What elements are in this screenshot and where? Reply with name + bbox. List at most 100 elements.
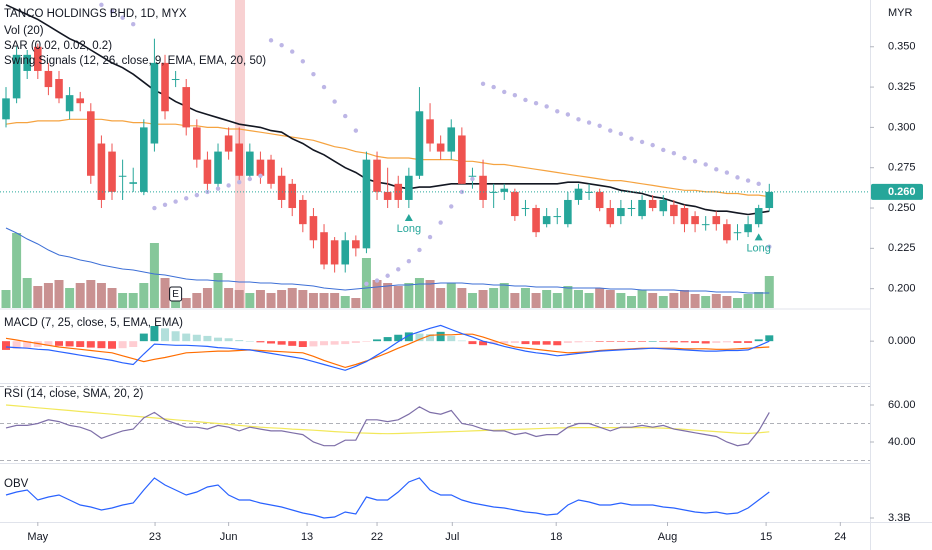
sar-dot	[374, 278, 380, 283]
candle-body	[617, 208, 625, 217]
macd-histogram-bar	[669, 341, 678, 343]
candle-body	[733, 232, 742, 234]
volume-bar	[224, 288, 234, 308]
y-tick-label: 0.350	[888, 41, 916, 53]
volume-bar	[319, 293, 329, 308]
macd-histogram-bar	[245, 341, 254, 342]
volume-bar	[393, 286, 403, 308]
sar-dot	[226, 183, 231, 188]
volume-bar	[202, 288, 212, 308]
macd-histogram-bar	[521, 341, 530, 345]
macd-histogram-bar	[298, 341, 307, 347]
volume-bar	[181, 298, 191, 308]
candle-body	[320, 232, 328, 265]
macd-histogram-bar	[680, 341, 689, 343]
y-tick-label: 0.200	[888, 283, 916, 295]
volume-bar	[277, 290, 287, 308]
candle-body	[436, 143, 445, 152]
sar-dot	[470, 176, 475, 182]
candle-body	[627, 208, 636, 210]
macd-histogram-bar	[2, 341, 11, 350]
macd-histogram-bar	[192, 334, 201, 342]
volume-bar	[637, 290, 647, 308]
sar-dot	[279, 42, 284, 48]
macd-histogram-bar	[457, 340, 466, 342]
volume-bar	[383, 283, 393, 308]
candle-body	[87, 111, 95, 176]
macd-histogram-bar	[574, 341, 583, 343]
volume-bar	[542, 290, 552, 308]
volume-bar	[160, 278, 170, 308]
candle-body	[479, 175, 487, 200]
macd-histogram-bar	[55, 341, 64, 346]
candle-body	[108, 151, 116, 192]
volume-bar	[669, 293, 679, 308]
y-tick-label: 0.225	[888, 242, 916, 254]
candle-body	[394, 183, 403, 200]
volume-bar	[266, 293, 276, 308]
sar-dot	[321, 84, 327, 90]
candle-body	[638, 199, 646, 217]
volume-ma-line	[5, 227, 770, 294]
volume-bar	[690, 294, 700, 308]
candle-body	[712, 216, 721, 225]
candle-body	[12, 54, 21, 99]
candle-body	[373, 159, 381, 192]
volume-bar	[531, 293, 541, 308]
volume-bar	[22, 278, 32, 308]
sar-dot	[745, 178, 751, 183]
candle-body	[723, 224, 731, 241]
sar-dot	[597, 123, 602, 128]
macd-histogram-bar	[722, 341, 731, 343]
sar-dot	[491, 84, 496, 90]
macd-histogram-bar	[224, 338, 233, 342]
sar-dot	[427, 234, 433, 240]
sar-dot	[608, 128, 613, 133]
volume-bar	[86, 280, 96, 308]
candle-body	[521, 208, 530, 210]
sar-dot	[767, 244, 772, 249]
candle-body	[691, 216, 699, 225]
macd-histogram-bar	[23, 341, 32, 348]
x-tick-label: May	[27, 531, 48, 543]
obv-line	[5, 477, 770, 519]
macd-histogram-bar	[426, 334, 435, 342]
volume-bar	[298, 290, 308, 308]
sar-dot	[438, 220, 443, 225]
plot-layer: Long Long E	[0, 2, 870, 519]
macd-histogram-bar	[277, 341, 286, 345]
sar-dot	[703, 162, 708, 167]
sar-dot	[173, 199, 178, 204]
macd-histogram-bar	[12, 341, 21, 349]
macd-histogram-bar	[373, 339, 382, 342]
candle-body	[648, 199, 657, 209]
obv-title: OBV	[4, 478, 29, 490]
candle-body	[426, 119, 434, 144]
sar-dot	[120, 15, 125, 20]
volume-bar	[701, 296, 711, 308]
sar-dot	[385, 273, 390, 278]
sar-label: SAR (0.02, 0.02, 0.2)	[4, 40, 112, 52]
volume-bar	[33, 286, 43, 308]
volume-bar	[213, 273, 223, 308]
volume-bar	[192, 293, 202, 308]
sar-dot	[396, 267, 401, 272]
sar-dot	[480, 81, 486, 87]
y-tick-label: 0.300	[888, 121, 916, 133]
macd-histogram-bar	[129, 341, 138, 347]
sar-dot	[247, 176, 253, 182]
candle-body	[500, 188, 509, 192]
x-tick-label: 15	[760, 531, 772, 543]
macd-histogram-bar	[468, 341, 477, 345]
rsi-ma-line	[5, 404, 770, 435]
sar-dot	[215, 186, 221, 191]
volume-bar	[149, 243, 159, 308]
candle-body	[246, 151, 254, 176]
candle-body	[267, 159, 275, 184]
candle-body	[76, 98, 85, 104]
macd-histogram-bar	[659, 341, 668, 342]
candle-body	[97, 143, 106, 200]
volume-bar	[648, 293, 658, 308]
volume-bar	[425, 280, 435, 308]
